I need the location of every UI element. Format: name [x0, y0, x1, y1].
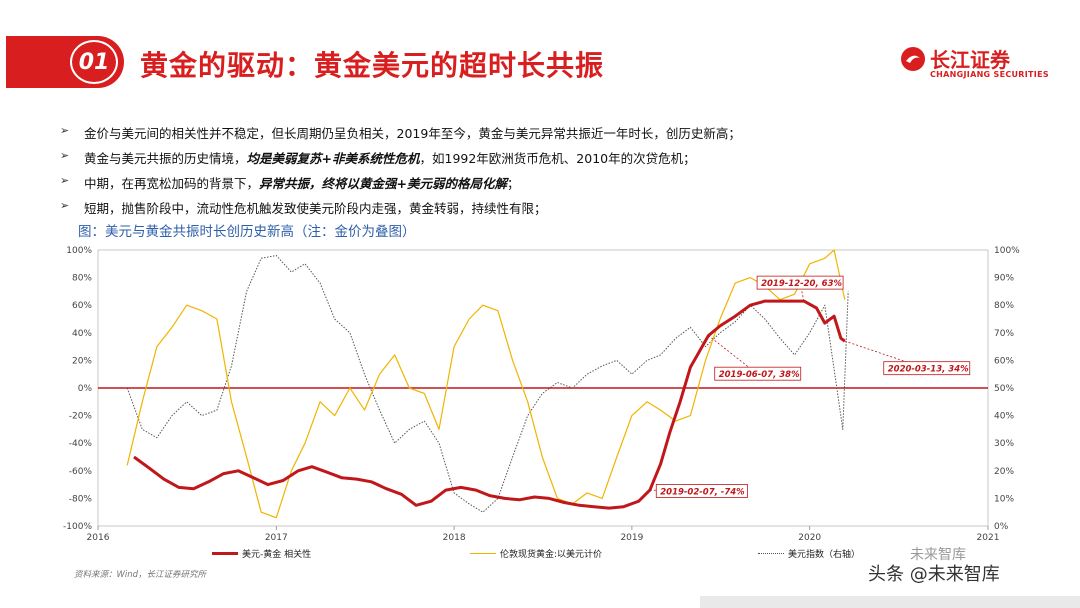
annotation-label: 2019-02-07, -74% — [660, 488, 745, 498]
y-left-tick-label: -20% — [69, 412, 93, 422]
x-tick-label: 2019 — [620, 533, 643, 543]
company-logo: 长江证券 CHANGJIANG SECURITIES — [900, 44, 1050, 82]
bullet-arrow-icon: ➢ — [60, 174, 70, 187]
y-left-tick-label: -80% — [69, 494, 93, 504]
y-left-tick-label: -60% — [69, 467, 93, 477]
watermark-faint: 未来智库 — [910, 547, 966, 563]
y-right-tick-label: 0% — [994, 522, 1009, 532]
bullet-item: ➢ 黄金与美元共振的历史情境，均是美弱复苏+非美系统性危机，如1992年欧洲货币… — [60, 149, 696, 166]
y-left-tick-label: -100% — [63, 522, 92, 532]
x-tick-label: 2016 — [87, 533, 110, 543]
annotation-box — [756, 275, 844, 290]
x-tick-label: 2020 — [798, 533, 821, 543]
annotation-label: 2019-06-07, 38% — [719, 370, 800, 380]
y-right-tick-label: 70% — [994, 329, 1014, 339]
x-tick-label: 2017 — [265, 533, 288, 543]
bullet-arrow-icon: ➢ — [60, 124, 70, 137]
section-number: 01 — [70, 40, 118, 84]
series-line-0 — [133, 299, 846, 510]
footer-band — [700, 596, 1080, 608]
y-right-tick-label: 40% — [994, 412, 1014, 422]
y-left-tick-label: 60% — [72, 301, 92, 311]
legend-item-dxy: 美元指数（右轴） — [758, 547, 860, 560]
y-right-tick-label: 80% — [994, 301, 1014, 311]
series-line-1 — [126, 249, 846, 519]
bullet-arrow-icon: ➢ — [60, 199, 70, 212]
logo-chinese-name: 长江证券 — [930, 48, 1010, 72]
y-left-tick-label: 20% — [72, 356, 92, 366]
y-left-tick-label: 100% — [66, 246, 92, 256]
legend-swatch-dxy — [758, 553, 784, 554]
y-right-tick-label: 10% — [994, 494, 1014, 504]
bullet-item: ➢ 金价与美元间的相关性并不稳定，但长周期仍呈负相关，2019年至今，黄金与美元… — [60, 124, 741, 141]
annotation-leader — [799, 283, 805, 302]
figure-caption: 图：美元与黄金共振时长创历史新高（注：金价为叠图） — [78, 224, 416, 240]
bullet-item: ➢ 短期，抛售阶段中，流动性危机触发致使美元阶段内走强，黄金转弱，持续性有限； — [60, 199, 547, 216]
data-source: 资料来源：Wind，长江证券研究所 — [74, 570, 207, 580]
annotation-box — [655, 484, 748, 498]
logo-english-name: CHANGJIANG SECURITIES — [930, 70, 1049, 79]
logo-mark-icon — [901, 47, 925, 71]
correlation-chart: -100% -80% -60% -40% -20% 0% 20% 40% 60% 80% 100% 0… — [63, 246, 1020, 543]
legend-item-gold: 伦敦现货黄金:以美元计价 — [470, 547, 602, 560]
series-line-2 — [126, 255, 849, 513]
y-left-tick-label: 80% — [72, 274, 92, 284]
slide-title: 黄金的驱动：黄金美元的超时长共振 — [140, 49, 605, 82]
annotation-label: 2019-12-20, 63% — [761, 279, 842, 289]
y-right-tick-label: 100% — [994, 246, 1020, 256]
legend-item-correlation: 美元-黄金 相关性 — [212, 547, 311, 560]
y-right-tick-label: 30% — [994, 439, 1014, 449]
x-tick-label: 2021 — [977, 533, 1000, 543]
bullet-item: ➢ 中期，在再宽松加码的背景下，异常共振，终将以黄金强+美元弱的格局化解； — [60, 174, 520, 191]
y-right-tick-label: 20% — [994, 467, 1014, 477]
y-left-tick-label: 0% — [78, 384, 93, 394]
slide-header: 01 黄金的驱动：黄金美元的超时长共振 长江证券 CHANGJIANG SECU… — [0, 0, 1080, 108]
y-right-tick-label: 50% — [994, 384, 1014, 394]
y-right-tick-label: 60% — [994, 356, 1014, 366]
y-right-tick-label: 90% — [994, 274, 1014, 284]
x-tick-label: 2018 — [443, 533, 466, 543]
annotation-box — [714, 366, 802, 381]
annotation-label: 2020-03-13, 34% — [888, 365, 969, 375]
legend-swatch-gold — [470, 553, 496, 554]
chart-legend: 美元-黄金 相关性 伦敦现货黄金:以美元计价 美元指数（右轴） — [0, 547, 1080, 561]
annotation-box — [883, 361, 971, 376]
legend-swatch-correlation — [212, 552, 238, 555]
watermark: 头条 @未来智库 — [868, 564, 1000, 585]
y-left-tick-label: -40% — [69, 439, 93, 449]
y-left-tick-label: 40% — [72, 329, 92, 339]
bullet-arrow-icon: ➢ — [60, 149, 70, 162]
bullet-list: ➢ 金价与美元间的相关性并不稳定，但长周期仍呈负相关，2019年至今，黄金与美元… — [60, 120, 1060, 220]
